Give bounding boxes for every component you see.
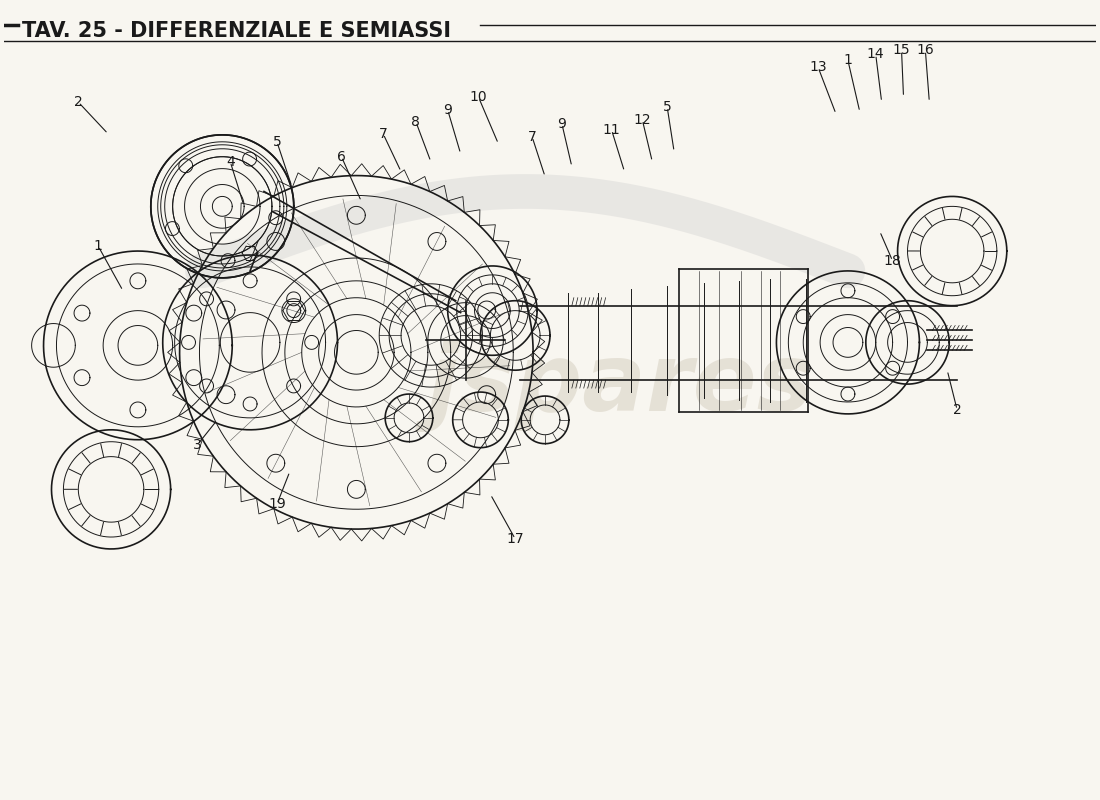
Text: 19: 19 xyxy=(268,498,286,511)
Text: 14: 14 xyxy=(867,47,884,62)
Text: 6: 6 xyxy=(337,150,345,164)
Text: 3: 3 xyxy=(194,438,201,452)
Text: 18: 18 xyxy=(883,254,902,268)
Text: 16: 16 xyxy=(916,43,934,58)
Text: 1: 1 xyxy=(844,54,852,67)
Text: 10: 10 xyxy=(470,90,487,104)
Text: 15: 15 xyxy=(893,43,911,58)
Text: 2: 2 xyxy=(74,95,82,109)
Text: 2: 2 xyxy=(953,403,961,417)
Text: 5: 5 xyxy=(273,135,282,149)
Text: 7: 7 xyxy=(528,130,537,144)
Text: 17: 17 xyxy=(506,532,524,546)
Text: 5: 5 xyxy=(663,100,672,114)
Text: 8: 8 xyxy=(411,115,420,129)
Text: jspares: jspares xyxy=(426,338,813,432)
Text: 9: 9 xyxy=(443,103,452,117)
Text: 9: 9 xyxy=(558,117,566,131)
Text: TAV. 25 - DIFFERENZIALE E SEMIASSI: TAV. 25 - DIFFERENZIALE E SEMIASSI xyxy=(22,21,451,41)
Text: 4: 4 xyxy=(226,154,234,169)
Text: 11: 11 xyxy=(603,123,620,137)
Text: 1: 1 xyxy=(94,239,102,253)
Text: 7: 7 xyxy=(378,127,387,141)
Text: 13: 13 xyxy=(810,60,827,74)
Text: 12: 12 xyxy=(634,113,651,127)
